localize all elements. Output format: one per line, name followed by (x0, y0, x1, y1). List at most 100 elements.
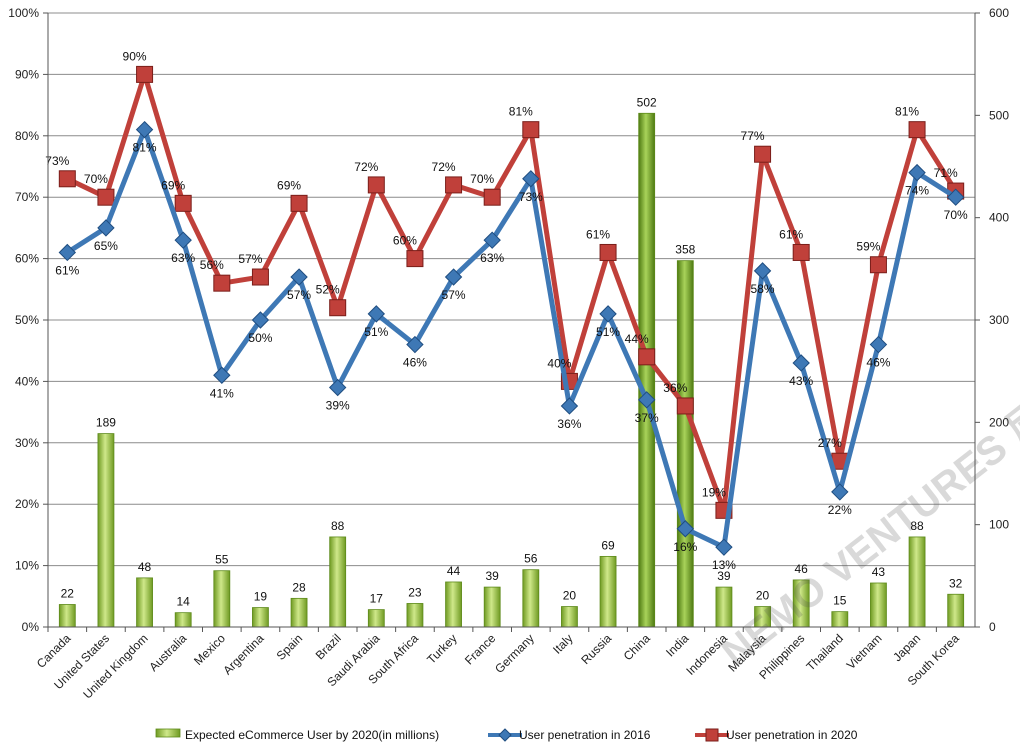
bar-value-label: 55 (215, 553, 229, 567)
bar-value-label: 88 (910, 519, 924, 533)
bar-value-label: 39 (486, 569, 500, 583)
line2016-value-label: 63% (480, 251, 504, 265)
category-tick-label: Russia (578, 631, 614, 667)
category-tick-label: Australia (146, 631, 189, 674)
left-axis-tick-label: 50% (15, 313, 39, 327)
series-line (66, 71, 958, 513)
bar (561, 606, 578, 628)
line2020-value-label: 19% (702, 485, 726, 499)
right-axis-tick-label: 200 (989, 415, 1009, 429)
line-marker-diamond (135, 120, 154, 139)
line-marker-square (367, 176, 385, 194)
right-axis-tick-label: 0 (989, 620, 996, 634)
bar (522, 569, 540, 628)
line2016-value-label: 63% (171, 251, 195, 265)
category-tick-label: China (621, 631, 653, 663)
legend: Expected eCommerce User by 2020(in milli… (155, 728, 858, 742)
line2020-value-label: 69% (161, 178, 185, 192)
line-marker-diamond (715, 538, 733, 556)
line-value-labels: 73% 70% 90% 69% 56% 57% 69% 52% 72% 60% 72% 70% 81% 4… (45, 49, 968, 572)
left-axis-tick-label: 10% (15, 559, 39, 573)
left-axis-tick-label: 40% (15, 374, 39, 388)
bar (406, 603, 424, 628)
right-axis-tick-label: 400 (989, 211, 1009, 225)
left-axis-tick-label: 0% (22, 620, 40, 634)
category-tick-label: Mexico (191, 631, 228, 668)
line2016-value-label: 41% (210, 386, 234, 400)
category-tick-label: Spain (274, 631, 306, 663)
line2016-value-label: 70% (944, 208, 968, 222)
line2020-value-label: 71% (934, 166, 958, 180)
line2016-value-label: 61% (55, 263, 79, 277)
watermark-text: NEMO VENTURES 尼莫创投 (713, 320, 1020, 675)
line-marker-diamond (753, 262, 772, 280)
line2020-value-label: 70% (84, 172, 108, 186)
bar-value-label: 56 (524, 552, 538, 566)
line2020-value-label: 59% (856, 240, 880, 254)
bar-value-label: 20 (756, 589, 770, 603)
line2016-value-label: 74% (905, 184, 929, 198)
line2016-value-label: 50% (248, 331, 272, 345)
bar-value-label: 358 (675, 243, 695, 257)
bar (870, 582, 887, 628)
category-tick-label: Germany (492, 631, 537, 676)
line-marker-diamond (869, 335, 888, 354)
bar-value-label: 43 (872, 565, 886, 579)
legend-bar-label: Expected eCommerce User by 2020(in milli… (185, 728, 439, 742)
line-marker-diamond (58, 243, 77, 262)
line-marker-diamond (946, 188, 965, 206)
legend-2016-label: User penetration in 2016 (519, 728, 651, 742)
line2016-value-label: 16% (673, 540, 697, 554)
left-axis-tick-label: 20% (15, 497, 39, 511)
bar-value-label: 46 (795, 562, 809, 576)
line-marker-square (522, 121, 540, 139)
line2020-value-label: 61% (586, 227, 610, 241)
line2020-value-label: 52% (316, 283, 340, 297)
line-marker-square (599, 243, 617, 261)
bar (367, 609, 385, 628)
line-marker-diamond (213, 366, 231, 384)
bar (174, 612, 192, 628)
bar-value-label: 20 (563, 589, 577, 603)
bar-value-label: 19 (254, 590, 268, 604)
line-marker-diamond (367, 305, 386, 323)
line2020-value-label: 36% (663, 381, 687, 395)
bar-value-label: 88 (331, 519, 345, 533)
line2016-value-label: 37% (635, 411, 659, 425)
line2016-value-label: 73% (519, 190, 543, 204)
line-marker-diamond (560, 397, 579, 415)
line2016-value-label: 57% (442, 288, 466, 302)
legend-2020-label: User penetration in 2020 (726, 728, 858, 742)
line-marker-square (290, 194, 308, 212)
line2016-value-label: 46% (866, 356, 890, 370)
line2020-value-label: 61% (779, 227, 803, 241)
category-tick-label: Thailand (803, 631, 845, 673)
line-marker-diamond (831, 483, 849, 501)
bar-value-label: 44 (447, 564, 461, 578)
bar (599, 555, 617, 628)
left-axis-tick-label: 100% (8, 6, 39, 20)
bar (947, 593, 965, 628)
line-marker-square (58, 170, 76, 188)
left-axis-tick-label: 60% (15, 252, 39, 266)
line2016-value-label: 57% (287, 288, 311, 302)
bar (676, 260, 694, 628)
legend-2020-marker (705, 728, 719, 742)
bar-series (58, 112, 965, 628)
line-marker-square (213, 274, 231, 292)
line2020-value-label: 81% (895, 105, 919, 119)
bar (908, 536, 926, 628)
right-axis-tick-label: 500 (989, 108, 1009, 122)
line2020-value-label: 56% (200, 258, 224, 272)
legend-bar-swatch (155, 728, 181, 738)
line-marker-square (676, 397, 694, 415)
line2016-value-label: 65% (94, 239, 118, 253)
bar-value-labels: 22 189 48 14 55 19 28 88 17 23 44 39 56 20 69 502 358 39 2… (61, 95, 963, 608)
bar-value-label: 14 (177, 595, 191, 609)
bar-value-label: 15 (833, 594, 847, 608)
category-tick-label: Turkey (424, 631, 460, 667)
line2020-value-label: 70% (470, 172, 494, 186)
line2020-value-label: 57% (238, 252, 262, 266)
line2016-value-label: 46% (403, 356, 427, 370)
line-marker-square (792, 243, 810, 261)
